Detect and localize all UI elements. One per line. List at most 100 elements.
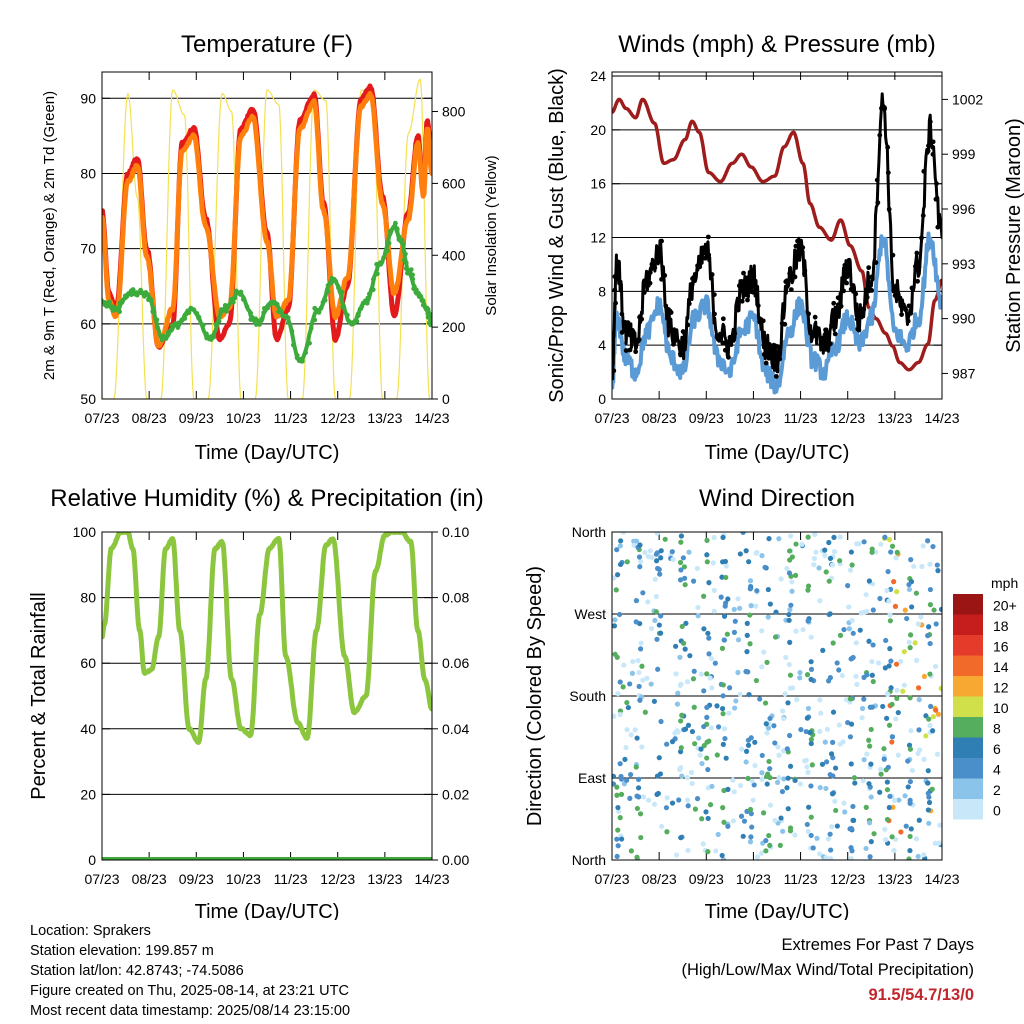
direction-point	[807, 729, 813, 736]
direction-point	[927, 671, 933, 677]
direction-point	[907, 632, 914, 638]
direction-point	[767, 802, 774, 808]
winds-series-1-point	[775, 344, 780, 349]
direction-point	[870, 642, 876, 648]
direction-point	[685, 803, 691, 809]
direction-point	[680, 640, 687, 646]
temperature-series-2-point	[403, 260, 409, 266]
direction-point	[640, 794, 647, 800]
direction-point	[889, 834, 895, 840]
y-tick-label: 80	[80, 165, 96, 181]
x-tick-label: 14/23	[414, 410, 449, 426]
y-tick-label: 90	[80, 90, 96, 106]
winds-series-1-point	[793, 258, 799, 264]
direction-point	[934, 562, 940, 568]
direction-point	[782, 691, 788, 697]
direction-point	[780, 708, 786, 714]
temperature-series-2-point	[211, 332, 217, 338]
direction-point	[886, 722, 893, 728]
direction-point	[892, 603, 899, 610]
temperature-series-2-point	[322, 297, 328, 303]
direction-point	[773, 609, 779, 615]
direction-point	[866, 578, 872, 584]
direction-point	[688, 769, 695, 776]
direction-point	[658, 555, 664, 561]
direction-point	[678, 567, 684, 573]
direction-point	[634, 805, 640, 812]
extremes-box: Extremes For Past 7 Days (High/Low/Max W…	[681, 933, 974, 1008]
direction-point	[704, 552, 710, 558]
direction-point	[764, 659, 770, 665]
direction-point	[673, 643, 679, 649]
direction-point	[854, 681, 860, 687]
direction-point	[651, 698, 658, 704]
direction-point	[684, 774, 690, 781]
direction-point	[906, 581, 912, 588]
winds-series-1-point	[832, 331, 838, 337]
direction-point	[617, 543, 623, 549]
temperature-series-2-point	[354, 319, 360, 324]
direction-point	[725, 786, 731, 792]
direction-point	[929, 786, 935, 792]
direction-point	[748, 603, 754, 609]
y-tick-label: North	[572, 524, 606, 540]
direction-point	[685, 722, 692, 728]
direction-point	[616, 611, 623, 618]
x-tick-label: 11/23	[274, 871, 308, 887]
x-tick-label: 07/23	[84, 410, 119, 426]
direction-point	[804, 672, 811, 678]
direction-point	[786, 570, 793, 576]
panel-winds: Winds (mph) & Pressure (mb) Time (Day/UTC…	[546, 31, 1024, 464]
direction-point	[906, 639, 912, 645]
temperature-series-2-point	[312, 305, 318, 311]
x-tick-label: 12/23	[830, 871, 865, 887]
direction-point	[698, 671, 704, 677]
winds-series-1-point	[812, 314, 818, 320]
direction-point	[856, 541, 862, 547]
temperature-ylabel-right: Solar Insolation (Yellow)	[483, 155, 500, 315]
direction-point	[614, 654, 620, 660]
direction-point	[615, 691, 621, 697]
direction-point	[887, 793, 893, 799]
direction-point	[905, 784, 911, 790]
direction-point	[704, 537, 710, 543]
direction-point	[907, 800, 913, 806]
direction-point	[892, 797, 898, 804]
legend-label: 14	[993, 659, 1009, 675]
temperature-series-2-point	[410, 272, 415, 278]
direction-point	[906, 586, 913, 593]
direction-point	[885, 568, 891, 575]
direction-point	[780, 828, 786, 834]
y-tick-label-right: 0.02	[442, 786, 469, 802]
winds-series-1-point	[914, 250, 920, 256]
direction-point	[737, 782, 744, 789]
temperature-series-2-point	[130, 287, 136, 292]
direction-point	[848, 761, 854, 767]
direction-point	[938, 606, 942, 612]
direction-point	[819, 761, 826, 767]
direction-point	[804, 715, 810, 721]
direction-point	[733, 698, 739, 704]
direction-point	[792, 572, 799, 578]
winds-series-1-point	[652, 265, 658, 271]
direction-point	[882, 534, 888, 540]
direction-point	[708, 656, 715, 662]
direction-point	[904, 615, 910, 622]
direction-point	[817, 728, 823, 734]
direction-point	[627, 795, 633, 801]
temperature-series-2-point	[204, 335, 210, 341]
direction-point	[841, 800, 847, 806]
winds-series-1-point	[831, 300, 837, 306]
direction-point	[720, 711, 726, 717]
direction-point	[900, 688, 906, 694]
direction-point	[637, 564, 643, 570]
direction-point	[682, 575, 688, 581]
temperature-series-2-point	[102, 297, 104, 303]
direction-point	[678, 539, 684, 545]
winds-series-1-point	[935, 224, 941, 230]
direction-point	[870, 607, 876, 613]
direction-point	[808, 832, 814, 839]
direction-point	[786, 661, 792, 668]
direction-point	[828, 751, 835, 757]
direction-point	[884, 587, 890, 594]
